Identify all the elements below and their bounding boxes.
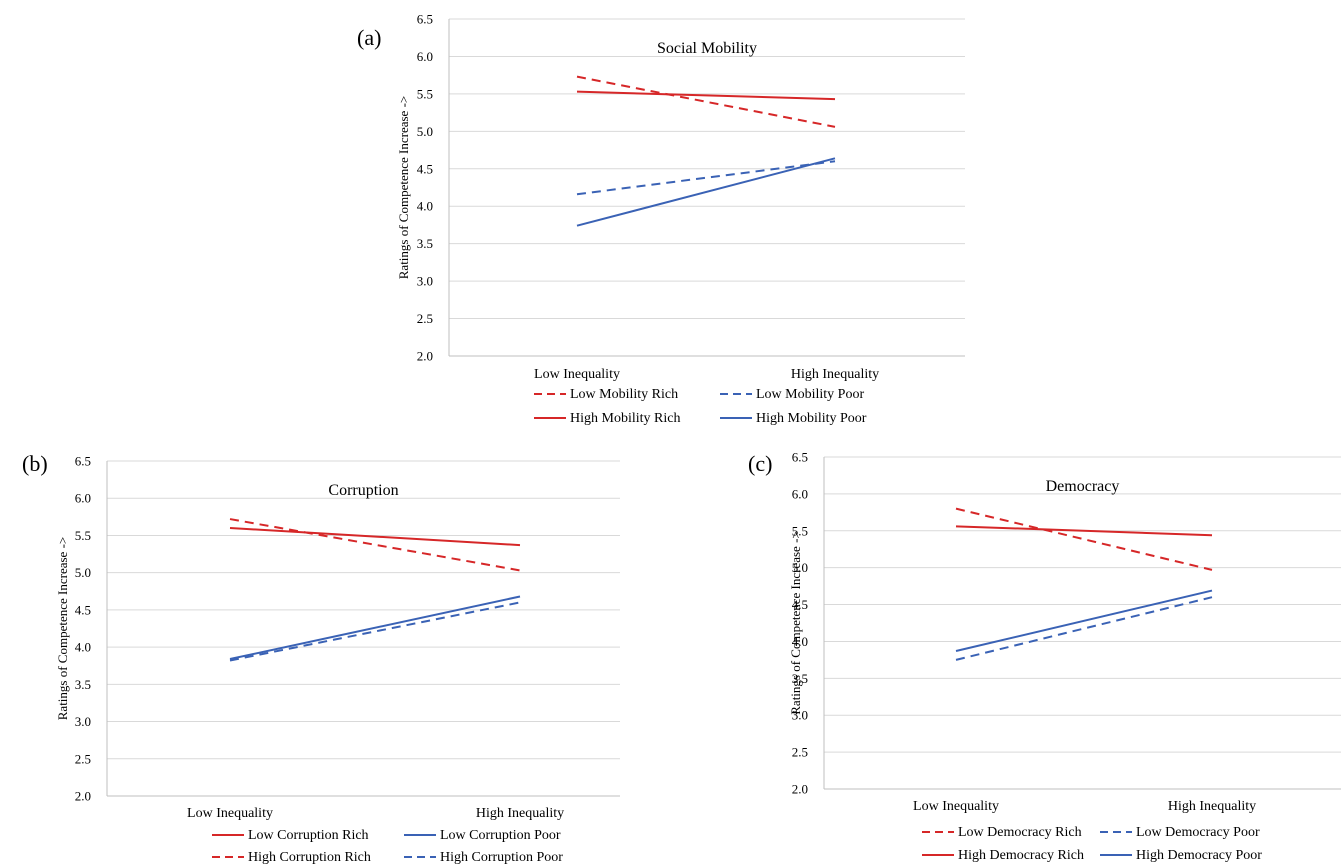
chart-title: Democracy [1046,478,1120,495]
legend-label: High Democracy Poor [1136,848,1262,863]
legend-label: High Corruption Rich [248,850,371,865]
y-tick-label: 5.5 [417,86,433,101]
legend-label: High Mobility Poor [756,411,867,426]
y-tick-label: 5.0 [75,565,91,580]
y-tick-label: 2.5 [75,751,91,766]
series-line-high-mobility-rich [576,90,836,101]
y-tick-label: 3.0 [417,274,433,289]
series-line-low-mobility-poor [576,160,836,196]
y-tick-label: 6.0 [75,491,91,506]
series-line-high-democracy-poor [955,589,1213,653]
x-tick-label: Low Inequality [187,806,273,821]
legend-label: Low Democracy Rich [958,825,1082,840]
legend: Low Corruption Rich Low Corruption Poor Hi… [212,828,563,865]
y-tick-label: 2.0 [75,789,91,804]
y-tick-label: 5.0 [417,124,433,139]
legend: Low Mobility Rich Low Mobility Poor High M… [534,387,867,426]
y-tick-label: 2.5 [417,311,433,326]
y-tick-label: 5.5 [792,523,808,538]
chart-title: Social Mobility [657,40,757,57]
legend-label: High Mobility Rich [570,411,680,426]
x-tick-label: High Inequality [476,806,564,821]
y-axis-label: Ratings of Competence Increase -> [788,531,803,715]
y-tick-label: 4.0 [75,640,91,655]
y-tick-label: 4.0 [792,634,808,649]
panel-label: (a) [357,25,381,50]
y-tick-label: 3.5 [792,671,808,686]
series-line-low-democracy-rich [955,507,1213,571]
y-tick-label: 6.0 [417,49,433,64]
y-tick-label: 2.5 [792,745,808,760]
y-tick-label: 2.0 [417,349,433,364]
y-tick-label: 3.5 [75,677,91,692]
legend-label: Low Corruption Rich [248,828,369,843]
series-line-high-mobility-poor [576,157,836,227]
y-tick-label: 2.0 [792,782,808,797]
y-tick-label: 6.5 [792,450,808,465]
chart-panel-2: 2.0 2.5 3.0 3.5 4.0 4.5 5.0 5.5 6.0 6.5 (b) Corrupt… [22,451,620,865]
series-line-high-democracy-rich [955,525,1213,537]
legend: Low Democracy Rich Low Democracy Poor High… [922,825,1262,863]
chart-title: Corruption [328,482,398,499]
y-tick-label: 6.5 [417,12,433,27]
y-axis-label: Ratings of Competence Increase -> [55,537,70,721]
x-tick-label: Low Inequality [534,367,620,382]
x-tick-label: High Inequality [791,367,879,382]
y-tick-label: 3.0 [75,714,91,729]
series-line-high-corruption-rich [229,518,521,572]
y-tick-label: 5.5 [75,528,91,543]
series-line-low-corruption-poor [229,595,521,660]
legend-label: Low Mobility Rich [570,387,678,402]
series-line-low-mobility-rich [576,75,836,128]
legend-label: High Democracy Rich [958,848,1084,863]
y-tick-label: 6.5 [75,454,91,469]
series-line-low-democracy-poor [955,596,1213,661]
series-line-high-corruption-poor [229,601,521,662]
chart-panel-3: 2.0 2.5 3.0 3.5 4.0 4.5 5.0 5.5 6.0 6.5 (c) Democra… [748,450,1341,863]
y-axis-label: Ratings of Competence Increase -> [396,96,411,280]
y-tick-label: 6.0 [792,486,808,501]
y-tick-label: 4.0 [417,199,433,214]
panel-label: (b) [22,451,48,476]
y-tick-label: 5.0 [792,560,808,575]
panel-label: (c) [748,451,772,476]
x-tick-label: Low Inequality [913,799,999,814]
y-tick-label: 4.5 [75,602,91,617]
legend-label: Low Mobility Poor [756,387,864,402]
legend-label: Low Democracy Poor [1136,825,1260,840]
chart-panel-1: 2.0 2.5 3.0 3.5 4.0 4.5 5.0 5.5 6.0 6.5 (a) Social … [357,12,965,426]
y-tick-label: 3.0 [792,708,808,723]
legend-label: High Corruption Poor [440,850,563,865]
y-tick-label: 4.5 [792,597,808,612]
y-tick-label: 3.5 [417,236,433,251]
series-line-low-corruption-rich [229,527,521,547]
legend-label: Low Corruption Poor [440,828,561,843]
x-tick-label: High Inequality [1168,799,1256,814]
y-tick-label: 4.5 [417,161,433,176]
